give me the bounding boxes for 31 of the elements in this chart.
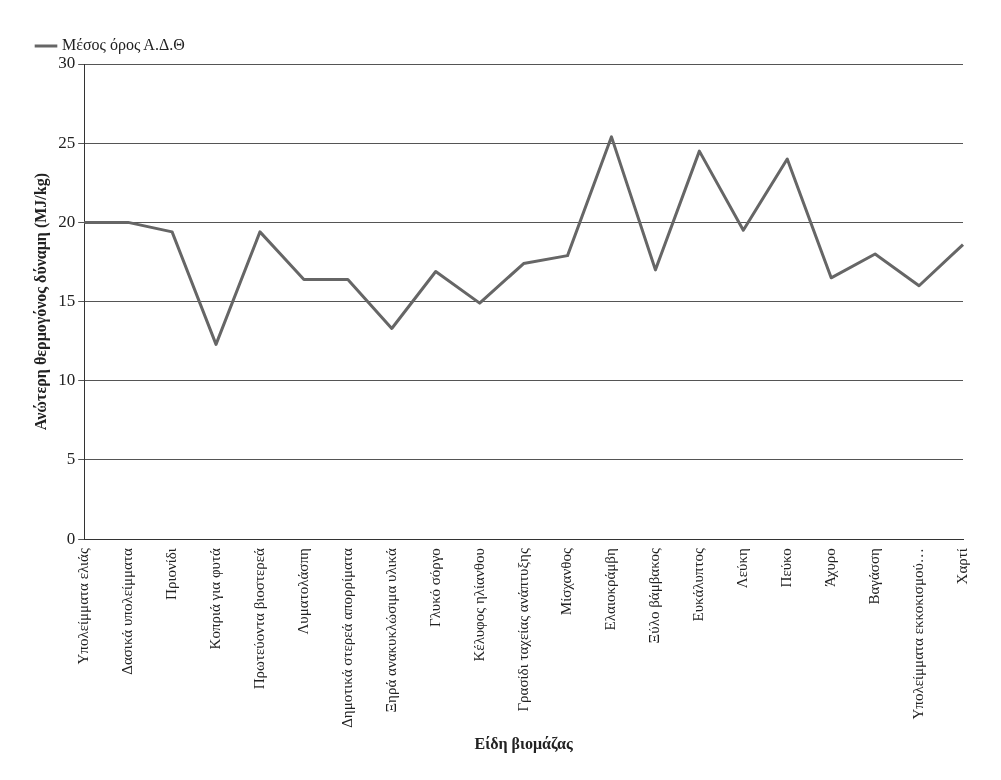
x-tick-label: Υπολείμματα ελιάς [75, 548, 92, 665]
y-tick-label: 10 [58, 370, 76, 390]
x-tick-label: Ελαιοκράμβη [602, 548, 619, 631]
x-tick-label: Βαγάσση [866, 547, 883, 605]
y-axis-title: Ανώτερη θερμογόνος δύναμη (MJ/kg) [31, 172, 50, 431]
x-tick-label: Άχυρο [822, 548, 839, 588]
x-tick-label: Ξηρά ανακυκλώσιμα υλικά [382, 548, 399, 713]
x-tick-label: Πριονίδι [163, 548, 180, 600]
x-tick-label: Γλυκό σόργο [426, 548, 443, 627]
x-tick-label: Χαρτί [953, 548, 970, 585]
y-tick-label: 0 [66, 528, 76, 548]
x-tick-label: Πρωτεύοντα βιοστερεά [250, 548, 267, 690]
y-tick-label: 15 [58, 291, 76, 311]
legend-label: Μέσος όρος Α.Δ.Θ [62, 36, 185, 55]
x-tick-label: Δημοτικά στερεά απορρίματα [338, 548, 355, 728]
x-tick-label: Δασικά υπολείμματα [119, 548, 136, 675]
y-tick-label: 30 [58, 53, 76, 73]
y-tick-label: 20 [58, 211, 76, 231]
y-tick-label: 5 [66, 449, 76, 469]
y-tick-label: 25 [58, 132, 76, 152]
x-tick-label: Πεύκο [778, 548, 795, 588]
x-tick-label: Γρασίδι ταχείας ανάπτυξης [514, 548, 531, 712]
x-axis-title: Είδη βιομάζας [474, 734, 573, 753]
x-tick-label: Μίσχανθος [558, 548, 575, 616]
x-tick-label: Υπολείμματα εκκοκισμού… [910, 548, 926, 720]
x-tick-label: Λυματολάσπη [294, 547, 311, 635]
x-tick-label: Ξύλο βάμβακος [646, 548, 663, 644]
x-tick-label: Κοπριά για φυτά [206, 548, 223, 650]
x-tick-label: Λεύκη [734, 547, 751, 589]
x-tick-label: Κέλυφος ηλίανθου [470, 548, 487, 662]
x-tick-label: Ευκάλυπτος [690, 548, 707, 622]
